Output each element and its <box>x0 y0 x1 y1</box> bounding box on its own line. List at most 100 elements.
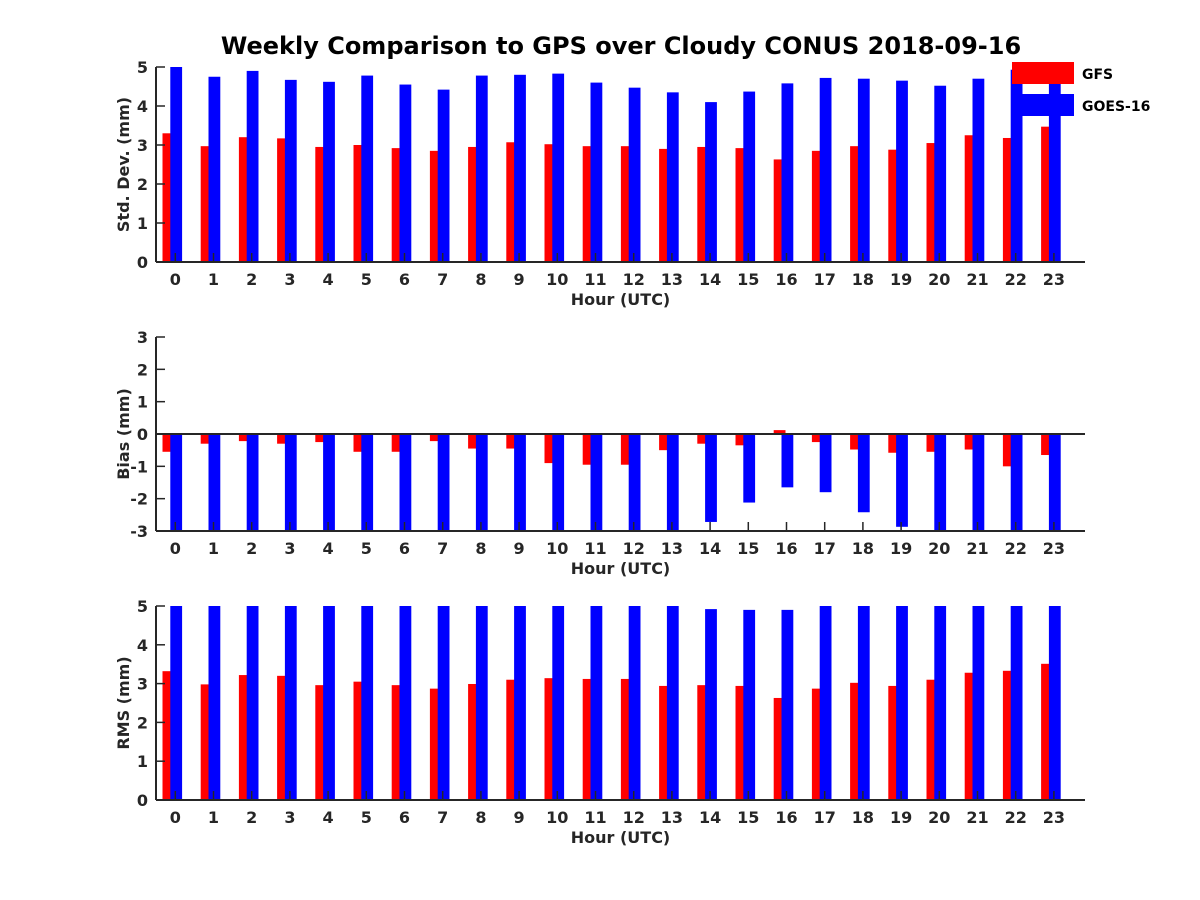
x-tick-label: 22 <box>1005 270 1027 289</box>
bar-goes-16-hour-6 <box>399 606 412 800</box>
bar-gfs-hour-17 <box>811 150 824 262</box>
x-tick-label: 3 <box>284 808 295 827</box>
bar-gfs-hour-6 <box>391 685 404 800</box>
bar-gfs-hour-4 <box>315 146 328 262</box>
bar-goes-16-hour-3 <box>284 79 297 263</box>
bar-gfs-hour-5 <box>353 681 366 800</box>
x-tick-label: 4 <box>323 270 334 289</box>
bar-goes-16-hour-1 <box>208 434 221 531</box>
bar-goes-16-hour-9 <box>514 74 526 262</box>
y-tick-label: 1 <box>137 752 148 771</box>
x-tick-label: 20 <box>928 270 950 289</box>
y-axis-label: Bias (mm) <box>114 388 133 480</box>
bar-goes-16-hour-23 <box>1048 606 1061 800</box>
bar-goes-16-hour-20 <box>934 606 947 800</box>
bar-goes-16-hour-0 <box>170 434 183 531</box>
x-tick-label: 13 <box>661 270 683 289</box>
bar-gfs-hour-2 <box>238 137 251 262</box>
x-tick-label: 16 <box>775 539 797 558</box>
bar-goes-16-hour-9 <box>514 606 526 800</box>
bar-goes-16-hour-18 <box>857 434 870 513</box>
bar-gfs-hour-8 <box>468 146 480 262</box>
bar-goes-16-hour-2 <box>246 434 259 531</box>
x-tick-label: 14 <box>699 270 721 289</box>
x-tick-label: 16 <box>775 270 797 289</box>
y-tick-label: 3 <box>137 136 148 155</box>
bar-goes-16-hour-13 <box>666 606 679 800</box>
x-tick-label: 9 <box>514 808 525 827</box>
y-tick-label: 0 <box>137 791 148 810</box>
x-tick-label: 2 <box>246 539 257 558</box>
bar-goes-16-hour-16 <box>781 434 794 488</box>
bar-gfs-hour-3 <box>277 138 289 262</box>
bar-goes-16-hour-12 <box>628 87 641 262</box>
bar-goes-16-hour-2 <box>246 70 259 263</box>
x-tick-label: 23 <box>1043 808 1065 827</box>
bar-gfs-hour-11 <box>582 434 595 465</box>
y-tick-label: -2 <box>130 490 148 509</box>
bar-goes-16-hour-19 <box>896 80 908 263</box>
bar-goes-16-hour-4 <box>323 606 335 800</box>
x-tick-label: 7 <box>437 808 448 827</box>
bar-goes-16-hour-17 <box>819 77 832 262</box>
bar-goes-16-hour-6 <box>399 434 412 531</box>
y-tick-label: -3 <box>130 522 148 541</box>
legend-label-gfs: GFS <box>1082 67 1113 83</box>
bar-goes-16-hour-14 <box>705 434 717 522</box>
bar-gfs-hour-17 <box>811 688 824 800</box>
bar-goes-16-hour-22 <box>1010 606 1023 800</box>
x-axis-label: Hour (UTC) <box>571 828 671 847</box>
y-tick-label: 1 <box>137 393 148 412</box>
x-tick-label: 21 <box>966 270 988 289</box>
x-tick-label: 17 <box>814 539 836 558</box>
bar-gfs-hour-3 <box>277 434 289 444</box>
y-axis-label: RMS (mm) <box>114 656 133 749</box>
bar-goes-16-hour-19 <box>896 434 908 527</box>
x-tick-label: 6 <box>399 270 410 289</box>
bar-gfs-hour-1 <box>200 146 213 262</box>
bar-goes-16-hour-22 <box>1010 434 1023 531</box>
bar-goes-16-hour-13 <box>666 434 679 531</box>
y-tick-label: 3 <box>137 328 148 347</box>
legend-swatch-gfs <box>1012 62 1074 84</box>
bar-goes-16-hour-1 <box>208 606 221 800</box>
x-tick-label: 8 <box>475 270 486 289</box>
bar-goes-16-hour-6 <box>399 84 412 262</box>
x-tick-label: 7 <box>437 270 448 289</box>
x-tick-label: 4 <box>323 539 334 558</box>
x-tick-label: 5 <box>361 270 372 289</box>
bar-gfs-hour-10 <box>544 144 557 262</box>
bar-goes-16-hour-8 <box>475 75 488 262</box>
bar-goes-16-hour-11 <box>590 434 603 531</box>
bar-gfs-hour-23 <box>1041 663 1053 800</box>
bar-gfs-hour-5 <box>353 145 366 262</box>
y-tick-label: 3 <box>137 675 148 694</box>
bar-goes-16-hour-22 <box>1010 69 1023 262</box>
bar-gfs-hour-18 <box>850 146 862 262</box>
x-tick-label: 8 <box>475 808 486 827</box>
bar-gfs-hour-22 <box>1002 434 1015 467</box>
bar-goes-16-hour-2 <box>246 606 259 800</box>
x-tick-label: 23 <box>1043 270 1065 289</box>
bar-goes-16-hour-21 <box>972 78 985 262</box>
x-tick-label: 14 <box>699 539 721 558</box>
bar-goes-16-hour-10 <box>552 606 565 800</box>
bar-gfs-hour-6 <box>391 148 404 262</box>
bar-gfs-hour-16 <box>773 430 786 434</box>
x-tick-label: 16 <box>775 808 797 827</box>
bar-gfs-hour-20 <box>926 679 939 800</box>
x-axis-label: Hour (UTC) <box>571 559 671 578</box>
bar-gfs-hour-1 <box>200 684 213 800</box>
bar-gfs-hour-11 <box>582 678 595 800</box>
bar-gfs-hour-10 <box>544 678 557 800</box>
bar-gfs-hour-22 <box>1002 137 1015 262</box>
x-tick-label: 4 <box>323 808 334 827</box>
bar-goes-16-hour-5 <box>361 434 374 531</box>
bar-goes-16-hour-4 <box>323 434 335 531</box>
x-tick-label: 20 <box>928 539 950 558</box>
bar-goes-16-hour-11 <box>590 82 603 262</box>
bar-gfs-hour-21 <box>964 434 977 450</box>
bar-gfs-hour-1 <box>200 434 213 444</box>
